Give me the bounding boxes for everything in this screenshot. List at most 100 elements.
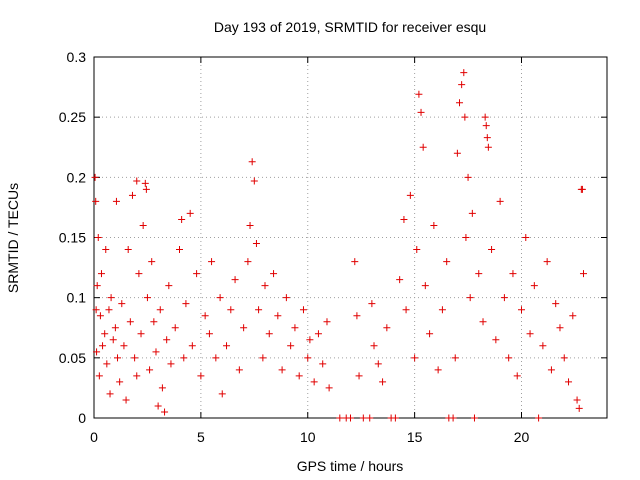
data-point-0-82 [295,372,303,380]
y-tick-label-2: 0.1 [67,290,87,306]
data-point-0-33 [141,179,149,187]
data-point-0-131 [466,294,474,302]
data-point-0-103 [383,324,391,332]
data-point-0-64 [231,276,239,284]
data-point-0-106 [396,276,404,284]
data-point-0-18 [112,197,120,205]
data-point-0-91 [336,414,344,422]
data-point-0-98 [366,414,374,422]
data-point-0-65 [235,366,243,374]
data-point-0-157 [560,354,568,362]
data-point-0-71 [252,240,260,248]
data-point-0-133 [470,414,478,422]
data-point-0-86 [310,378,318,386]
data-point-0-78 [278,366,286,374]
data-point-0-39 [152,348,160,356]
data-point-0-141 [492,336,500,344]
data-point-0-160 [573,396,581,404]
data-point-0-84 [304,354,312,362]
data-point-0-2 [92,306,100,314]
data-series [91,69,587,422]
data-point-0-113 [417,108,425,116]
data-point-0-80 [287,342,295,350]
data-point-0-88 [319,360,327,368]
data-point-0-3 [93,348,101,356]
data-point-0-134 [475,270,483,278]
data-point-0-68 [246,221,254,229]
data-point-0-154 [547,366,555,374]
data-point-0-76 [270,270,278,278]
data-point-0-72 [255,306,263,314]
data-point-0-109 [406,191,414,199]
data-point-0-45 [165,282,173,290]
data-point-0-34 [142,185,150,193]
data-point-0-149 [526,330,534,338]
y-tick-label-1: 0.05 [59,350,86,366]
data-point-0-47 [171,324,179,332]
x-tick-label-3: 15 [407,429,423,445]
data-point-0-31 [137,330,145,338]
data-point-0-90 [325,384,333,392]
data-point-0-60 [216,294,224,302]
data-point-0-38 [150,318,158,326]
data-point-0-54 [193,270,201,278]
data-point-0-150 [530,282,538,290]
x-axis: 0 5 10 15 20 [90,57,529,445]
data-point-0-27 [131,354,139,362]
data-point-0-128 [461,113,469,121]
data-point-0-70 [250,177,258,185]
x-tick-label-4: 20 [514,429,530,445]
data-point-0-148 [522,234,530,241]
data-point-0-62 [223,342,231,350]
data-point-0-123 [451,354,459,362]
data-point-0-15 [107,294,115,302]
data-point-0-135 [479,318,487,326]
data-point-0-67 [244,258,252,266]
data-point-0-97 [359,414,367,422]
data-point-0-117 [430,221,438,229]
data-point-0-155 [552,300,560,308]
data-point-0-74 [261,282,269,290]
y-tick-label-3: 0.15 [59,230,86,246]
data-point-0-52 [186,209,194,217]
data-point-0-126 [458,81,466,89]
data-point-0-23 [122,396,130,404]
data-point-0-20 [116,378,124,386]
data-point-0-8 [97,270,105,278]
data-point-0-136 [481,113,489,121]
y-axis-label: SRMTID / TECUs [5,183,21,293]
data-point-0-137 [482,122,490,130]
data-point-0-95 [353,312,361,320]
data-point-0-63 [227,306,235,314]
data-point-0-142 [496,197,504,205]
data-point-0-56 [201,312,209,320]
data-point-0-43 [161,408,169,416]
data-point-0-17 [111,324,119,332]
data-point-0-59 [212,354,220,362]
data-point-0-116 [426,330,434,338]
data-point-0-35 [143,294,151,302]
data-point-0-163 [578,185,586,193]
data-point-0-44 [163,336,171,344]
data-point-0-147 [518,306,525,314]
data-point-0-40 [154,402,162,410]
data-point-0-145 [509,270,517,278]
data-point-0-89 [323,318,331,326]
data-point-0-99 [368,300,376,308]
data-point-0-102 [379,378,387,386]
data-point-0-19 [114,354,122,362]
x-tick-label-0: 0 [90,429,98,445]
data-point-0-49 [178,215,186,223]
data-point-0-159 [569,312,577,320]
data-point-0-152 [539,342,547,350]
data-point-0-5 [94,234,102,241]
data-point-0-26 [128,191,136,199]
data-point-0-61 [218,390,226,398]
data-point-0-32 [139,221,147,229]
data-point-0-37 [148,258,156,266]
data-point-0-161 [575,404,583,412]
data-point-0-11 [102,246,110,254]
y-tick-label-0: 0 [78,410,86,426]
data-point-0-111 [413,246,421,254]
data-point-0-122 [449,414,457,422]
